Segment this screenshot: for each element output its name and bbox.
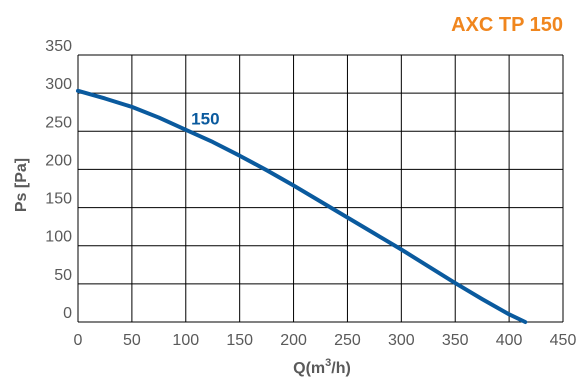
- series-line-150: [76, 88, 528, 324]
- x-tick-label: 200: [280, 332, 307, 349]
- x-tick-label: 50: [123, 332, 141, 349]
- series-layer: 150: [76, 88, 528, 324]
- series-label: 150: [191, 109, 219, 128]
- y-tick-label: 50: [54, 267, 72, 284]
- x-tick-label: 300: [388, 332, 415, 349]
- x-tick-label: 400: [496, 332, 523, 349]
- y-tick-label: 300: [45, 76, 72, 93]
- y-axis-title: Ps [Pa]: [13, 158, 30, 212]
- x-axis-title-end: /h): [331, 360, 351, 377]
- x-axis-title-main: Q(m: [293, 360, 325, 377]
- y-tick-label: 100: [45, 229, 72, 246]
- x-tick-label: 100: [172, 332, 199, 349]
- x-tick-labels: 0 50 100 150 200 250 300 350 400 450: [74, 332, 577, 349]
- y-tick-label: 250: [45, 114, 72, 131]
- y-tick-label: 350: [45, 38, 72, 55]
- x-tick-label: 150: [226, 332, 253, 349]
- x-tick-label: 250: [334, 332, 361, 349]
- x-tick-label: 350: [442, 332, 469, 349]
- y-tick-labels: 0 50 100 150 200 250 300 350: [45, 38, 72, 322]
- chart-title: AXC TP 150: [451, 14, 563, 36]
- y-tick-label: 0: [63, 305, 72, 322]
- x-axis-title: Q(m3/h): [293, 357, 351, 377]
- x-axis-title-superscript: 3: [325, 357, 331, 369]
- y-tick-label: 200: [45, 152, 72, 169]
- y-tick-label: 150: [45, 191, 72, 208]
- gridlines: [77, 54, 564, 323]
- x-tick-label: 450: [550, 332, 577, 349]
- x-tick-label: 0: [74, 332, 83, 349]
